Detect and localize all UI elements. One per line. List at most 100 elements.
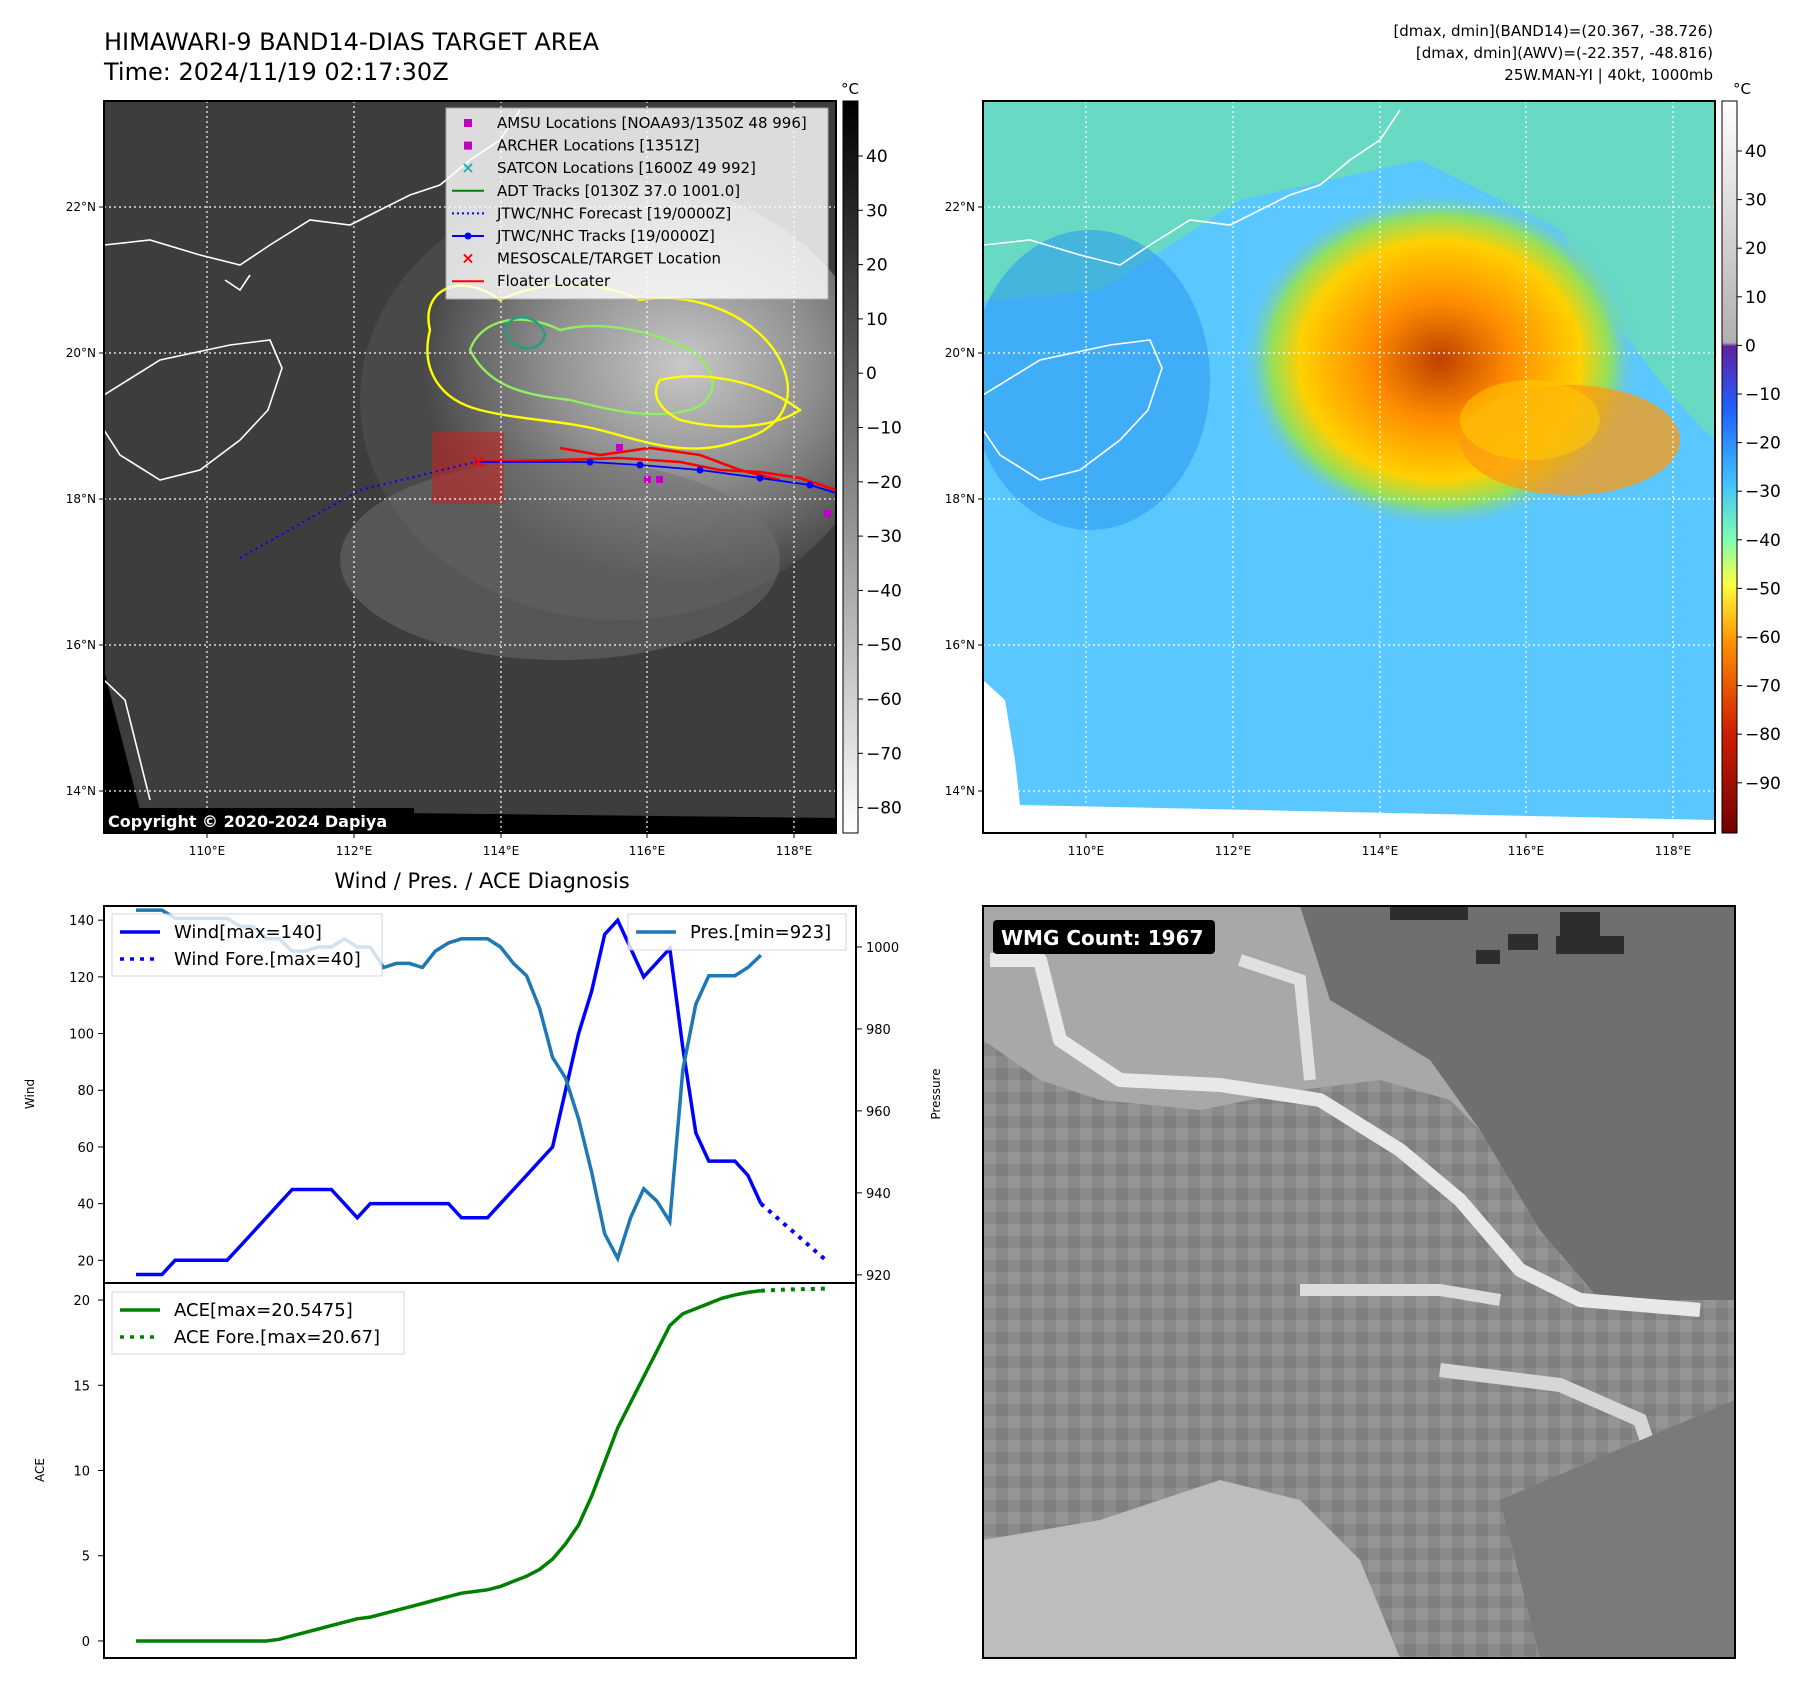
colorbar-tick-label: −60 — [866, 690, 902, 710]
series-wind — [136, 917, 763, 1277]
wind-tick-label: 40 — [77, 1198, 94, 1213]
colorbar-tick-label: 10 — [866, 310, 888, 330]
ir-lon-tick-label: 116°E — [629, 844, 666, 858]
wmg-count-text: WMG Count: 1967 — [1001, 926, 1203, 950]
series-ace-fore- — [760, 1286, 827, 1293]
legend-entry-label: SATCON Locations [1600Z 49 992] — [497, 159, 756, 177]
ir-lat-tick-label: 22°N — [66, 200, 96, 214]
wmg-dark-pixels — [1390, 906, 1624, 964]
colorbar-tick-label: 10 — [1745, 288, 1767, 308]
ace-axis-label: ACE — [33, 1458, 47, 1482]
legend-entry-label: ACE Fore.[max=20.67] — [174, 1327, 380, 1348]
awv-lon-tick-label: 114°E — [1362, 844, 1399, 858]
ir-lat-tick-label: 14°N — [66, 784, 96, 798]
awv-lat-tick-label: 16°N — [945, 638, 975, 652]
pressure-tick-label: 1000 — [866, 941, 899, 956]
awv-coastlines — [983, 109, 1401, 481]
legend-entry-label: Wind[max=140] — [174, 922, 322, 943]
pressure-axis-label: Pressure — [929, 1068, 943, 1119]
figure-time: Time: 2024/11/19 02:17:30Z — [104, 58, 449, 86]
wind-tick-label: 100 — [69, 1028, 94, 1043]
colorbar-tick-label: −40 — [866, 581, 902, 601]
legend-entry-label: ACE[max=20.5475] — [174, 1300, 353, 1321]
colorbar-tick-label: 40 — [1745, 142, 1767, 162]
awv-map-panel: 22°N 20°N 18°N 16°N 14°N 110°E 112°E 114°E 116°… — [945, 80, 1781, 858]
target-area-box — [432, 432, 504, 504]
colorbar-tick-label: −70 — [1745, 677, 1781, 697]
colorbar-tick-label: −60 — [1745, 628, 1781, 648]
figure-title: HIMAWARI-9 BAND14-DIAS TARGET AREA — [104, 28, 600, 56]
ir-lon-tick-label: 114°E — [483, 844, 520, 858]
pressure-tick-label: 980 — [866, 1023, 891, 1038]
colorbar-tick-label: −40 — [1745, 531, 1781, 551]
series-wind-fore- — [759, 1202, 828, 1262]
pressure-legend: Pres.[min=923] — [627, 913, 847, 951]
colorbar-tick-label: −10 — [1745, 385, 1781, 405]
wind-axis-label: Wind — [23, 1079, 37, 1109]
wmg-frame — [982, 905, 1736, 1659]
awv-lat-tick-label: 14°N — [945, 784, 975, 798]
colorbar-tick-label: 20 — [1745, 239, 1767, 259]
colorbar-tick-label: −70 — [866, 744, 902, 764]
legend-entry-label: Floater Locater — [497, 272, 611, 290]
ir-map-panel: × Copyright © 2020-2024 Dapiya 22°N 20°N 1… — [66, 80, 902, 858]
awv-colorbar-unit: °C — [1733, 80, 1751, 98]
storm-info-text: 25W.MAN-YI | 40kt, 1000mb — [1504, 66, 1713, 84]
series-ace — [136, 1288, 762, 1643]
ace-chart: 0 5 10 15 20 ACE ACE[max=20.5475] ACE Fore.[m… — [33, 1282, 857, 1659]
legend-entry-label: ADT Tracks [0130Z 37.0 1001.0] — [497, 182, 740, 200]
svg-text:×: × — [461, 158, 474, 177]
legend-entry-label: Pres.[min=923] — [690, 922, 831, 943]
colorbar-tick-label: 30 — [1745, 191, 1767, 211]
awv-gridlines — [983, 101, 1715, 833]
colorbar-tick-label: −30 — [866, 527, 902, 547]
awv-lon-tick-label: 116°E — [1508, 844, 1545, 858]
ace-legend: ACE[max=20.5475] ACE Fore.[max=20.67] — [111, 1291, 405, 1355]
colorbar-tick-label: −20 — [1745, 434, 1781, 454]
colorbar-tick-label: −10 — [866, 419, 902, 439]
jtwc-forecast-track — [239, 461, 476, 559]
awv-lon-tick-label: 112°E — [1215, 844, 1252, 858]
colorbar-tick-label: −80 — [866, 799, 902, 819]
awv-lat-tick-label: 20°N — [945, 346, 975, 360]
legend-entry-label: Wind Fore.[max=40] — [174, 949, 361, 970]
floater-track — [474, 446, 836, 492]
awv-lon-tick-label: 110°E — [1068, 844, 1105, 858]
archer-markers — [616, 444, 831, 517]
legend-entry-label: MESOSCALE/TARGET Location — [497, 250, 721, 268]
chart-title: Wind / Pres. / ACE Diagnosis — [334, 869, 629, 893]
jtwc-track-points — [586, 458, 814, 489]
ir-colorbar: °C 40 30 20 10 0 −10 −20 −30 −40 −50 −60 −70 −80 — [841, 80, 902, 834]
colorbar-tick-label: −80 — [1745, 725, 1781, 745]
ir-lat-ticks: 22°N 20°N 18°N 16°N 14°N — [66, 200, 104, 798]
colorbar-tick-label: −50 — [1745, 579, 1781, 599]
ace-tick-label: 0 — [82, 1635, 90, 1650]
legend-entry-label: JTWC/NHC Tracks [19/0000Z] — [496, 227, 715, 245]
awv-lon-ticks: 110°E 112°E 114°E 116°E 118°E — [1068, 833, 1692, 858]
wind-tick-label: 20 — [77, 1254, 94, 1269]
ace-tick-label: 10 — [73, 1465, 90, 1480]
ace-tick-label: 5 — [82, 1550, 90, 1565]
ace-tick-label: 20 — [73, 1294, 90, 1309]
ir-lon-tick-label: 112°E — [336, 844, 373, 858]
colorbar-tick-label: −90 — [1745, 774, 1781, 794]
legend-entry-label: JTWC/NHC Forecast [19/0000Z] — [496, 204, 731, 222]
ir-lon-ticks: 110°E 112°E 114°E 116°E 118°E — [189, 833, 812, 858]
dmax-awv-text: [dmax, dmin](AWV)=(-22.357, -48.816) — [1415, 44, 1713, 62]
wmg-panel: WMG Count: 1967 — [982, 905, 1736, 1659]
ir-map-frame — [103, 100, 837, 834]
colorbar-tick-label: 40 — [866, 147, 888, 167]
wind-tick-label: 80 — [77, 1084, 94, 1099]
legend-entry-label: ARCHER Locations [1351Z] — [497, 137, 700, 155]
copyright-text: Copyright © 2020-2024 Dapiya — [108, 812, 387, 831]
colorbar-tick-label: −20 — [866, 473, 902, 493]
ir-colorbar-unit: °C — [841, 80, 859, 98]
colorbar-tick-label: 20 — [866, 256, 888, 276]
awv-lon-tick-label: 118°E — [1655, 844, 1692, 858]
colorbar-tick-label: −50 — [866, 636, 902, 656]
awv-lat-tick-label: 18°N — [945, 492, 975, 506]
legend-entry-label: AMSU Locations [NOAA93/1350Z 48 996] — [497, 114, 807, 132]
ir-lat-tick-label: 20°N — [66, 346, 96, 360]
awv-lat-tick-label: 22°N — [945, 200, 975, 214]
target-x-marker: × — [470, 452, 485, 473]
